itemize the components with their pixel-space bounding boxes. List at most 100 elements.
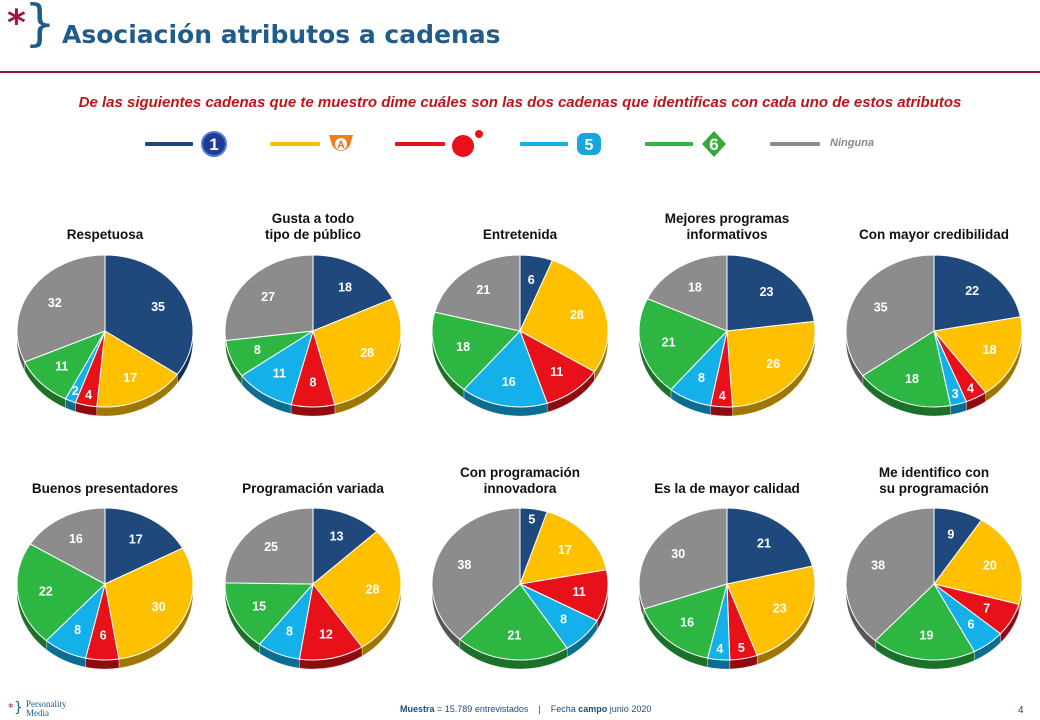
pie-value-label-lasexta: 18 (456, 340, 470, 354)
legend-item-telecinco: 5 (520, 128, 620, 160)
pie-value-label-antena3: 17 (123, 371, 137, 385)
pie-value-label-lasexta: 19 (919, 628, 933, 642)
pie-chart: 22 18 43 18 35 (845, 254, 1023, 417)
legend-item-antena3: A (270, 128, 370, 160)
pie-value-label-antena3: 28 (570, 308, 584, 322)
legend-swatch-telecinco (520, 142, 568, 146)
legend-swatch-cuatro (395, 142, 445, 146)
pie-value-label-la1: 18 (338, 280, 352, 294)
pie-chart: 21 23 5 4 16 30 (638, 507, 816, 670)
pie-value-label-telecinco: 8 (74, 623, 81, 637)
footer-separator: | (538, 704, 541, 714)
pie-slice-ninguna (431, 507, 521, 641)
footer: * } Personality Media Muestra = 15.789 e… (0, 699, 1040, 720)
pie-value-label-antena3: 20 (983, 559, 997, 573)
chart-title: Entretenida (482, 227, 558, 242)
pie-value-label-la1: 35 (151, 300, 165, 314)
pie-value-label-antena3: 18 (983, 343, 997, 357)
pie-value-label-la1: 21 (757, 536, 771, 550)
chart-title: Buenos presentadores (31, 481, 179, 496)
chart-title: Con mayor credibilidad (858, 227, 1010, 242)
pie-value-label-ninguna: 25 (264, 540, 278, 554)
pie-value-label-telecinco: 16 (502, 375, 516, 389)
pie-slice-antena3 (96, 330, 179, 408)
pie-value-label-telecinco: 4 (716, 642, 723, 656)
pie-slice-ninguna (845, 254, 935, 377)
pie-slice-la1 (312, 254, 394, 332)
pie-value-label-telecinco: 3 (952, 387, 959, 401)
pie-value-label-telecinco: 8 (698, 371, 705, 385)
pie-slice-la1 (312, 507, 378, 586)
pie-value-label-telecinco: 8 (560, 612, 567, 626)
pie-value-label-ninguna: 38 (457, 558, 471, 572)
pie-slice-la1 (104, 507, 184, 585)
pie-value-label-la1: 6 (528, 273, 535, 287)
pie-value-label-telecinco: 6 (968, 618, 975, 632)
pie-slice-la1 (104, 254, 194, 375)
pie-slice-ninguna (638, 507, 728, 610)
pie-value-label-antena3: 28 (360, 346, 374, 360)
pie-value-label-lasexta: 8 (254, 343, 261, 357)
question-subtitle: De las siguientes cadenas que te muestro… (78, 94, 962, 111)
pie-slice-telecinco (463, 330, 548, 408)
pie-value-label-antena3: 30 (152, 600, 166, 614)
pie-chart: 23 26 48 21 18 (638, 254, 816, 417)
pie-slice-ninguna (16, 254, 106, 363)
chart-title: Con programación innovadora (459, 465, 580, 496)
pie-chart: 18 28 8 11 8 27 (224, 254, 402, 417)
pie-value-label-lasexta: 18 (905, 372, 919, 386)
pie-value-label-cuatro: 6 (100, 629, 107, 643)
pie-slice-lasexta (862, 330, 952, 408)
pie-value-label-la1: 22 (965, 284, 979, 298)
pie-chart: 17 30 6 8 22 16 (16, 507, 194, 670)
pie-value-label-ninguna: 35 (874, 301, 888, 315)
pie-value-label-antena3: 28 (366, 583, 380, 597)
pie-slice-lasexta (874, 583, 976, 661)
chart-title: Me identifico con su programación (878, 465, 990, 496)
telecinco-logo-icon: 5 (577, 133, 601, 155)
pie-value-label-lasexta: 15 (252, 600, 266, 614)
pie-slice-cuatro (298, 582, 363, 661)
pie-value-label-antena3: 26 (766, 357, 780, 371)
logo-star: * (7, 3, 26, 44)
brand-line-2: Media (26, 708, 49, 718)
pie-value-label-lasexta: 11 (55, 360, 68, 374)
chart-title: Es la de mayor calidad (654, 481, 800, 496)
pie-value-label-ninguna: 18 (688, 280, 702, 294)
legend-item-lasexta: 6 (645, 128, 745, 160)
muestra-label: Muestra (400, 704, 435, 714)
header-divider (0, 71, 1040, 73)
legend-swatch-lasexta (645, 142, 693, 146)
pie-slice-antena3 (312, 530, 402, 648)
campo-label: campo (578, 704, 608, 714)
legend: 1 A 5 6 Ninguna (0, 128, 1040, 160)
pie-slice-antena3 (933, 316, 1023, 394)
svg-text:}: } (14, 700, 23, 716)
header: * } Asociación atributos a cadenas (0, 0, 1040, 74)
chart-title: Programación variada (242, 481, 384, 496)
pie-slice-lasexta (16, 543, 106, 642)
pie-slice-antena3 (726, 320, 816, 408)
pie-value-label-lasexta: 21 (662, 335, 676, 349)
pie-value-label-antena3: 23 (773, 601, 787, 615)
personality-media-logo-icon: * } Personality Media (8, 699, 67, 718)
page-number: 4 (1018, 705, 1024, 716)
pie-value-label-cuatro: 4 (719, 389, 726, 403)
pie-value-label-la1: 5 (528, 512, 535, 526)
pie-value-label-ninguna: 16 (69, 532, 83, 546)
pie-value-label-la1: 13 (330, 529, 344, 543)
pie-value-label-cuatro: 5 (738, 641, 745, 655)
pie-value-label-cuatro: 11 (550, 365, 563, 379)
pie-slice-ninguna (646, 254, 728, 332)
fecha-value: junio 2020 (609, 704, 652, 714)
pie-slice-ninguna (224, 507, 314, 585)
pie-slice-lasexta (224, 582, 315, 646)
lasexta-logo-icon: 6 (702, 131, 726, 157)
svg-text:5: 5 (585, 137, 594, 154)
pie-value-label-cuatro: 4 (85, 388, 92, 402)
pie-slice-ninguna (434, 254, 521, 332)
chart-title: Gusta a todo tipo de público (265, 211, 361, 242)
pie-slice-antena3 (312, 298, 402, 406)
pie-slice-lasexta (431, 311, 521, 391)
